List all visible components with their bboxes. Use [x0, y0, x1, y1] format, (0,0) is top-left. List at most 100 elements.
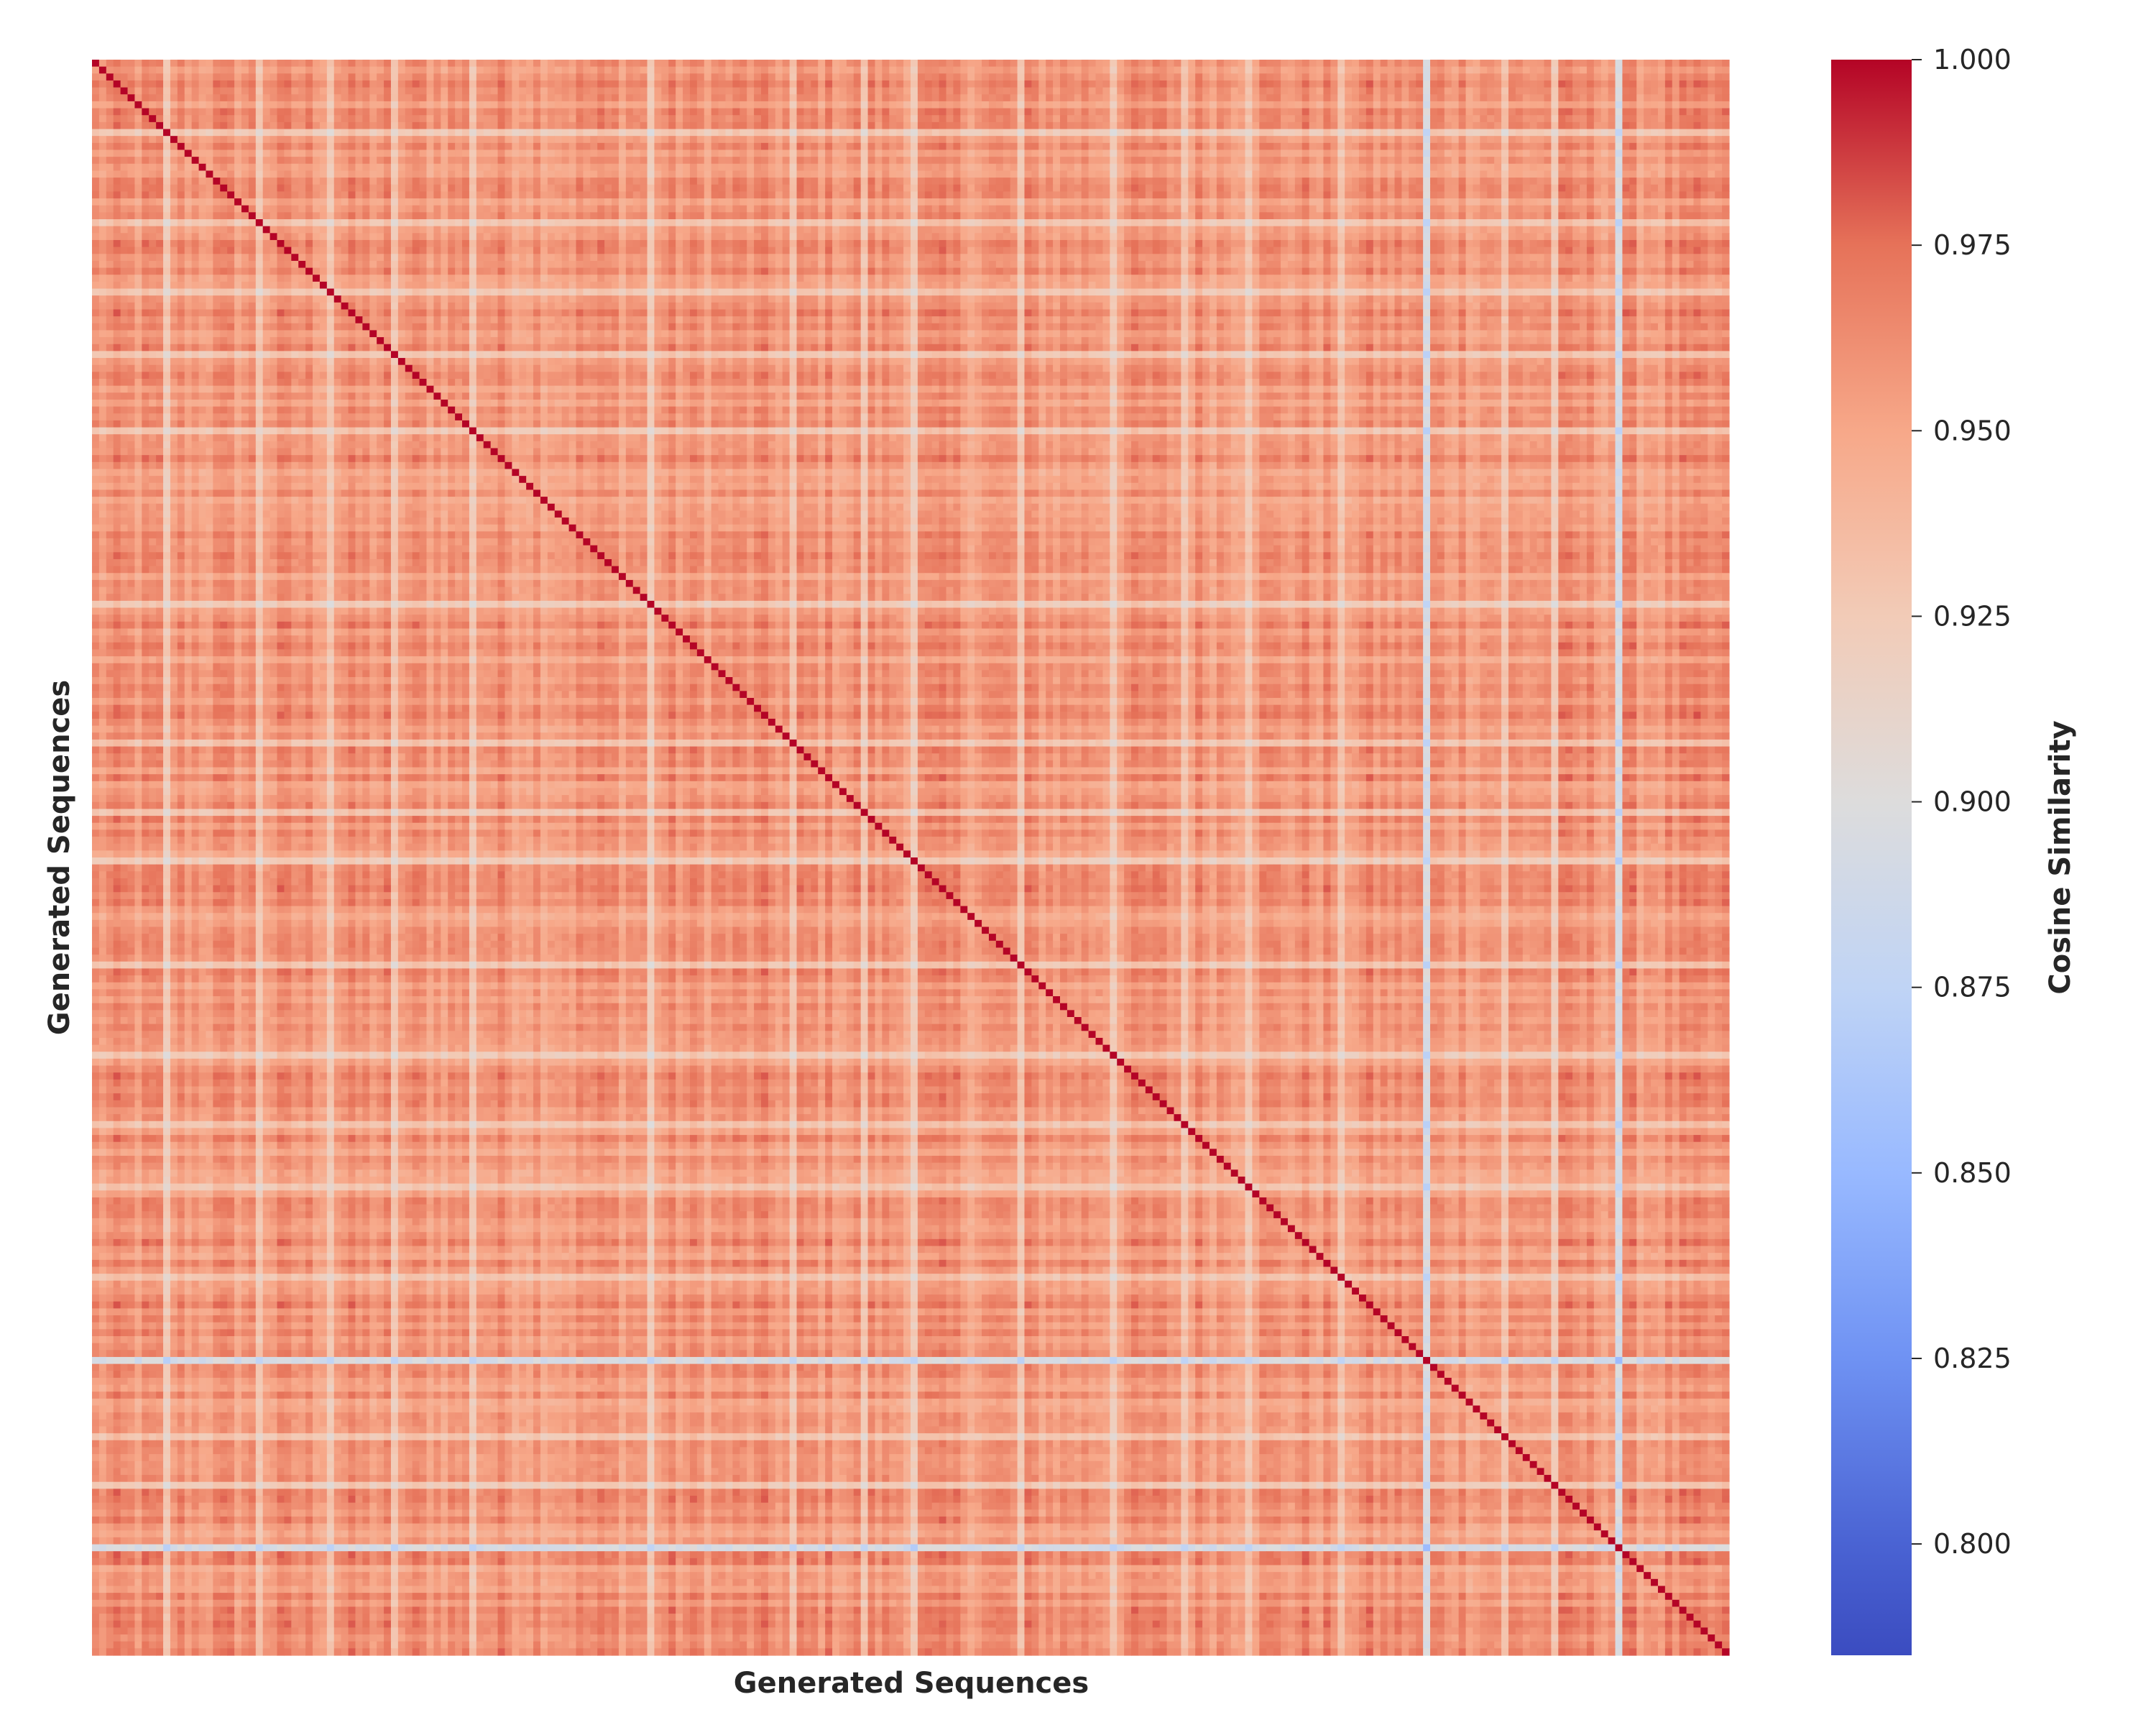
heatmap-cell	[924, 115, 933, 123]
heatmap-cell	[149, 136, 157, 144]
heatmap-cell	[832, 178, 840, 185]
heatmap-cell	[412, 198, 420, 206]
heatmap-cell	[540, 129, 548, 137]
heatmap-cell	[1003, 191, 1011, 199]
heatmap-cell	[1593, 184, 1602, 192]
heatmap-cell	[640, 150, 648, 157]
heatmap-cell	[1259, 191, 1267, 199]
heatmap-cell	[255, 73, 264, 81]
heatmap-cell	[262, 198, 271, 206]
heatmap-cell	[384, 66, 392, 74]
heatmap-cell	[1586, 163, 1595, 172]
heatmap-cell	[1238, 115, 1246, 123]
heatmap-cell	[1330, 80, 1338, 88]
heatmap-cell	[277, 198, 285, 206]
heatmap-cell	[747, 178, 755, 185]
heatmap-cell	[1423, 178, 1431, 185]
heatmap-cell	[1330, 157, 1338, 165]
heatmap-cell	[497, 60, 506, 68]
heatmap-cell	[355, 142, 363, 151]
heatmap-cell	[1693, 129, 1701, 137]
heatmap-cell	[561, 101, 570, 109]
heatmap-cell	[1700, 142, 1708, 151]
heatmap-cell	[206, 87, 213, 95]
heatmap-cell	[1565, 115, 1573, 123]
heatmap-cell	[1473, 198, 1480, 206]
heatmap-cell	[1401, 157, 1409, 165]
heatmap-cell	[1480, 163, 1488, 172]
heatmap-cell	[1515, 170, 1524, 178]
heatmap-cell	[1117, 184, 1125, 192]
heatmap-cell	[1544, 150, 1552, 157]
heatmap-cell	[583, 101, 591, 109]
heatmap-cell	[490, 163, 499, 172]
heatmap-cell	[1657, 178, 1666, 185]
heatmap-cell	[1373, 94, 1381, 102]
heatmap-cell	[483, 87, 492, 95]
heatmap-cell	[896, 191, 904, 199]
heatmap-cell	[1316, 170, 1325, 178]
heatmap-cell	[262, 150, 271, 157]
heatmap-cell	[127, 170, 136, 178]
heatmap-cell	[1636, 80, 1644, 88]
heatmap-cell	[1074, 121, 1082, 130]
heatmap-cell	[184, 170, 193, 178]
heatmap-cell	[1053, 198, 1061, 206]
heatmap-cell	[526, 170, 534, 178]
heatmap-cell	[696, 87, 705, 95]
heatmap-cell	[305, 163, 313, 172]
heatmap-cell	[939, 191, 947, 199]
heatmap-cell	[1380, 157, 1388, 165]
heatmap-cell	[1387, 121, 1396, 130]
heatmap-cell	[369, 163, 377, 172]
heatmap-cell	[696, 178, 705, 185]
heatmap-cell	[1345, 136, 1353, 144]
heatmap-cell	[1088, 184, 1097, 192]
heatmap-diagonal-cell	[198, 163, 207, 172]
heatmap-cell	[1088, 94, 1097, 102]
heatmap-cell	[1209, 87, 1217, 95]
heatmap-cell	[1458, 66, 1467, 74]
heatmap-cell	[612, 60, 619, 68]
heatmap-cell	[718, 205, 727, 213]
heatmap-cell	[412, 157, 420, 165]
heatmap-cell	[547, 205, 556, 213]
heatmap-cell	[127, 101, 136, 109]
heatmap-cell	[405, 184, 413, 192]
heatmap-cell	[1558, 198, 1566, 206]
heatmap-cell	[689, 142, 698, 151]
heatmap-cell	[1522, 101, 1531, 109]
heatmap-cell	[1031, 115, 1039, 123]
heatmap-cell	[1458, 115, 1467, 123]
heatmap-cell	[1003, 198, 1011, 206]
heatmap-cell	[149, 150, 157, 157]
heatmap-cell	[761, 170, 769, 178]
heatmap-cell	[597, 87, 605, 95]
heatmap-cell	[1401, 73, 1409, 81]
heatmap-cell	[1330, 150, 1338, 157]
heatmap-cell	[326, 108, 335, 116]
heatmap-cell	[1053, 101, 1061, 109]
heatmap-cell	[1593, 178, 1602, 185]
heatmap-cell	[469, 191, 477, 199]
heatmap-cell	[412, 150, 420, 157]
heatmap-cell	[120, 121, 129, 130]
heatmap-cell	[875, 136, 883, 144]
heatmap-cell	[177, 66, 185, 74]
heatmap-cell	[277, 184, 285, 192]
heatmap-cell	[618, 108, 627, 116]
heatmap-cell	[1323, 142, 1331, 151]
heatmap-cell	[1223, 80, 1232, 88]
heatmap-cell	[1145, 170, 1153, 178]
heatmap-cell	[384, 178, 392, 185]
heatmap-cell	[1529, 170, 1538, 178]
heatmap-cell	[305, 108, 313, 116]
heatmap-cell	[241, 163, 249, 172]
heatmap-cell	[811, 80, 819, 88]
heatmap-cell	[1209, 198, 1217, 206]
heatmap-cell	[803, 136, 811, 144]
heatmap-cell	[198, 115, 207, 123]
heatmap-cell	[333, 60, 342, 68]
heatmap-cell	[127, 80, 136, 88]
heatmap-cell	[1323, 129, 1331, 137]
